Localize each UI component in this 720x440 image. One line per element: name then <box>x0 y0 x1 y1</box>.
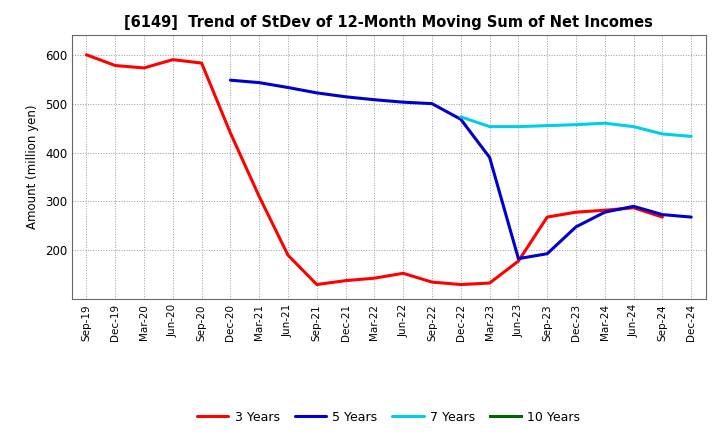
3 Years <box>514 258 523 264</box>
5 Years <box>456 117 465 122</box>
5 Years <box>658 212 667 217</box>
3 Years <box>312 282 321 287</box>
5 Years <box>485 155 494 160</box>
7 Years <box>658 131 667 136</box>
3 Years <box>226 130 235 136</box>
Title: [6149]  Trend of StDev of 12-Month Moving Sum of Net Incomes: [6149] Trend of StDev of 12-Month Moving… <box>125 15 653 30</box>
5 Years <box>629 204 638 209</box>
3 Years <box>572 209 580 215</box>
3 Years <box>543 214 552 220</box>
7 Years <box>629 124 638 129</box>
3 Years <box>255 194 264 199</box>
7 Years <box>543 123 552 128</box>
7 Years <box>572 122 580 127</box>
3 Years <box>456 282 465 287</box>
3 Years <box>658 214 667 220</box>
5 Years <box>312 90 321 95</box>
3 Years <box>399 271 408 276</box>
5 Years <box>370 97 379 103</box>
3 Years <box>168 57 177 62</box>
3 Years <box>341 278 350 283</box>
7 Years <box>600 121 609 126</box>
3 Years <box>82 52 91 57</box>
5 Years <box>255 80 264 85</box>
3 Years <box>140 65 148 70</box>
7 Years <box>514 124 523 129</box>
5 Years <box>600 209 609 215</box>
5 Years <box>284 85 292 90</box>
7 Years <box>687 134 696 139</box>
Line: 3 Years: 3 Years <box>86 55 662 285</box>
5 Years <box>572 224 580 230</box>
5 Years <box>341 94 350 99</box>
3 Years <box>284 253 292 258</box>
5 Years <box>687 214 696 220</box>
5 Years <box>399 99 408 105</box>
3 Years <box>485 280 494 286</box>
5 Years <box>428 101 436 106</box>
3 Years <box>111 63 120 68</box>
Y-axis label: Amount (million yen): Amount (million yen) <box>27 105 40 229</box>
3 Years <box>428 279 436 285</box>
5 Years <box>514 256 523 261</box>
7 Years <box>456 114 465 120</box>
3 Years <box>629 205 638 210</box>
5 Years <box>226 77 235 83</box>
Line: 5 Years: 5 Years <box>230 80 691 259</box>
7 Years <box>485 124 494 129</box>
3 Years <box>197 60 206 66</box>
Legend: 3 Years, 5 Years, 7 Years, 10 Years: 3 Years, 5 Years, 7 Years, 10 Years <box>192 406 585 429</box>
Line: 7 Years: 7 Years <box>461 117 691 136</box>
3 Years <box>600 208 609 213</box>
5 Years <box>543 251 552 257</box>
3 Years <box>370 275 379 281</box>
